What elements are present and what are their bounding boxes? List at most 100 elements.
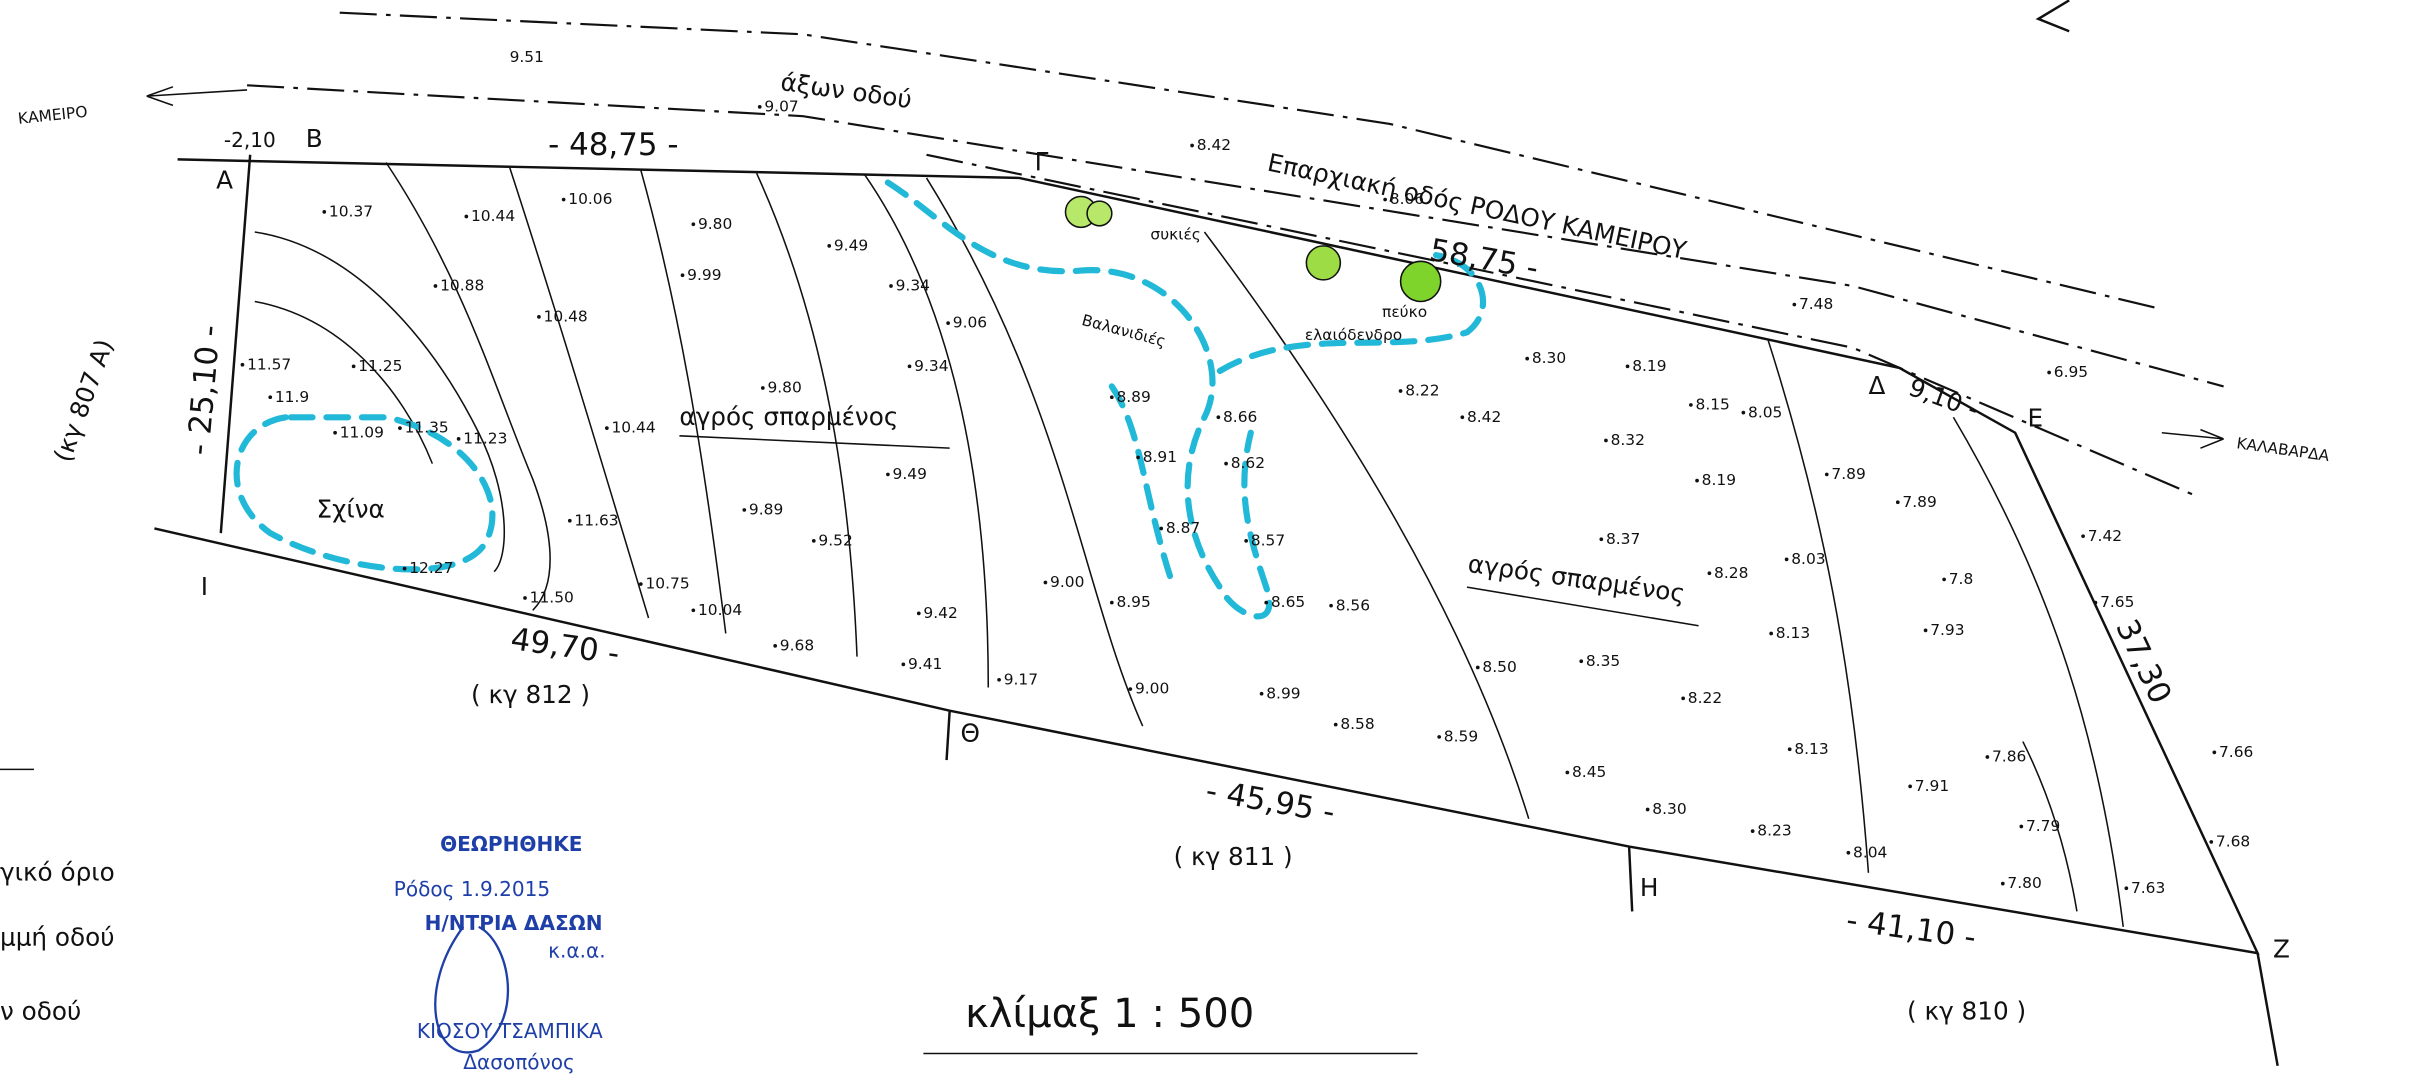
elevation: 7.86 [1992, 748, 2026, 766]
dimension: 37,30 [2108, 614, 2178, 709]
neighbor: ( κγ 811 ) [1174, 842, 1293, 871]
trees [1064, 195, 1442, 303]
road-edge [339, 11, 2163, 311]
elevation: 9.06 [953, 314, 987, 332]
elevation: 9.68 [780, 636, 814, 654]
elevation: 9.99 [687, 266, 721, 284]
dimension: 49,70 - [508, 621, 621, 672]
spot-point [946, 321, 950, 325]
spot-point [757, 105, 762, 109]
spot-point [1599, 537, 1604, 542]
spot-point [1190, 143, 1194, 148]
elevation: 8.15 [1696, 396, 1730, 414]
spot-point [1579, 659, 1584, 664]
stamp-date: Ρόδος 1.9.2015 [394, 877, 550, 901]
elevation: 9.41 [908, 655, 942, 673]
spot-point [1216, 415, 1221, 420]
elevation: 7.66 [2219, 743, 2253, 761]
road-axis [247, 84, 2224, 388]
elevation: 9.80 [767, 379, 801, 397]
elevation: 8.13 [1794, 740, 1828, 758]
spot-point [322, 210, 327, 214]
spot-point [333, 430, 337, 435]
arrow [146, 86, 248, 107]
spot-point [398, 426, 402, 430]
elevation: 7.89 [1831, 465, 1865, 483]
spot-point [760, 386, 765, 390]
elevation: 8.30 [1532, 349, 1566, 367]
elevation: 11.63 [574, 511, 618, 529]
dimension: - 25,10 - [181, 324, 228, 457]
feature: ελαιόδενδρο [1305, 326, 1402, 344]
arrow [2161, 428, 2224, 449]
elevation: 8.22 [1405, 382, 1439, 400]
spot-point [1741, 410, 1746, 415]
spot-point [1985, 755, 1990, 759]
spot-point [464, 214, 469, 219]
elevation: 10.48 [544, 308, 588, 326]
spot-point [2047, 370, 2051, 375]
spot-point [537, 315, 541, 319]
spot-point [1604, 438, 1608, 443]
spot-point [1787, 747, 1792, 752]
field-label: αγρός σπαρμένος [679, 402, 898, 431]
spot-point [691, 222, 696, 227]
road-edge [926, 153, 2194, 496]
elevation: 8.58 [1340, 715, 1374, 733]
legend-item: γικό όριο [0, 858, 115, 887]
spot-point [1437, 735, 1442, 739]
elevation: 8.56 [1336, 596, 1370, 614]
spot-point [1259, 691, 1264, 696]
elevation: 8.99 [1266, 684, 1300, 702]
elevation: 8.42 [1467, 408, 1501, 426]
stamp: ΘΕΩΡΗΘΗΚΕ Ρόδος 1.9.2015 Η/ΝΤΡΙΑ ΔΑΣΩΝ κ… [394, 832, 606, 1074]
spot-point [997, 677, 1001, 682]
spot-point [742, 508, 747, 512]
spot-point [1224, 461, 1228, 466]
elevation: 8.13 [1776, 624, 1810, 642]
elevation: 10.88 [440, 277, 484, 295]
dimension: -2,10 [224, 128, 276, 152]
spot-point [1244, 538, 1249, 543]
elevation: 10.44 [471, 207, 515, 225]
spot-point [2124, 886, 2129, 891]
spot-point [1565, 770, 1570, 775]
spot-point [827, 244, 832, 248]
direction: ΚΑΛΑΒΑΡΔΑ [2235, 434, 2330, 465]
elevation: 8.65 [1271, 593, 1305, 611]
elevation: 7.68 [2216, 833, 2250, 851]
spot-point [901, 662, 906, 667]
spot-point [811, 538, 816, 543]
spot-point [1681, 696, 1686, 701]
point: Θ [960, 719, 979, 748]
spot-point [638, 582, 643, 586]
spot-point [916, 611, 921, 616]
stamp-role: Δασοπόνος [463, 1050, 575, 1074]
elevation: 12.27 [409, 559, 453, 577]
spot-point [456, 437, 461, 441]
elevation: 8.23 [1757, 822, 1791, 840]
boundary [154, 158, 2260, 955]
elevation: 11.50 [530, 589, 574, 607]
elevation: 8.57 [1251, 531, 1285, 549]
spot-point [1895, 500, 1900, 505]
elevation: 7.48 [1799, 295, 1833, 313]
boundary [945, 710, 2279, 1067]
spot-point [2000, 881, 2005, 886]
elevation: 8.95 [1116, 593, 1150, 611]
dimension: 9,10 - [1905, 373, 1982, 425]
feature: Σχίνα [317, 495, 385, 524]
spot-point [1264, 600, 1269, 605]
feature: πεύκο [1382, 303, 1427, 321]
elevation: 11.25 [358, 357, 402, 375]
spot-point [1792, 302, 1797, 307]
elevation: 7.65 [2100, 593, 2134, 611]
spot-point [1750, 829, 1755, 833]
stamp-title: ΘΕΩΡΗΘΗΚΕ [440, 832, 582, 856]
elevation: 9.42 [923, 604, 957, 622]
direction: ΚΑΜΕΙΡΟ [17, 103, 88, 128]
elevation: 7.8 [1949, 570, 1974, 588]
neighbor: ( κγ 812 ) [471, 680, 590, 709]
elevation: 11.09 [340, 423, 384, 441]
spot-point [1695, 478, 1699, 483]
